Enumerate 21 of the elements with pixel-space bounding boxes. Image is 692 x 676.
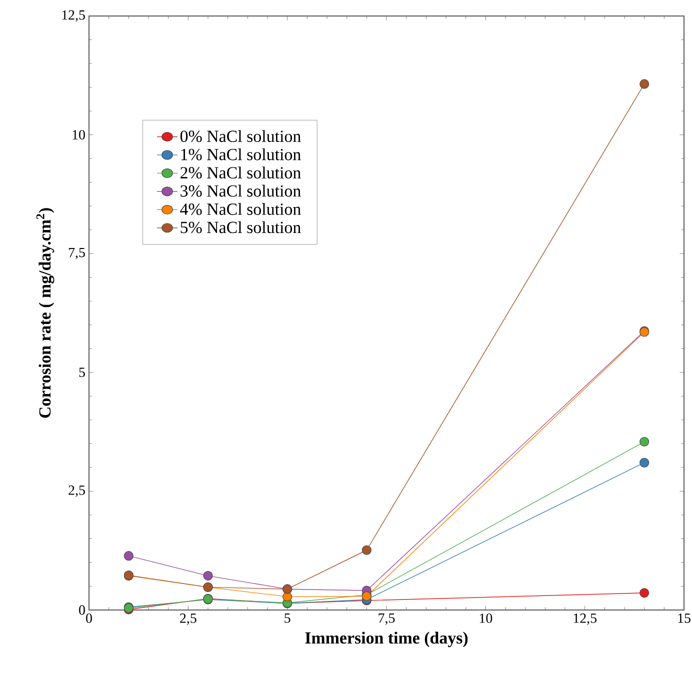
x-tick-label: 12,5 — [574, 614, 597, 625]
y-tick-label: 0 — [79, 605, 85, 615]
y-axis-title: Corrosion rate ( mg/day.cm$^{2}$) — [36, 208, 54, 418]
x-tick-label: 15 — [678, 614, 690, 623]
legend-label: 3% NaCl solution — [180, 184, 301, 197]
legend-label: 2% NaCl solution — [180, 166, 301, 179]
x-tick-label: 5 — [284, 614, 290, 623]
y-tick-label: 12,5 — [62, 10, 85, 22]
legend-label: 1% NaCl solution — [181, 148, 301, 160]
legend-label: 5% NaCl solution — [180, 221, 301, 234]
x-tick-label: 0 — [86, 614, 92, 623]
y-tick-label: 7,5 — [68, 248, 85, 260]
legend-label: 0% NaCl solution — [180, 130, 301, 142]
legend-label: 4% NaCl solution — [180, 203, 301, 215]
x-tick-label: 7,5 — [378, 614, 395, 625]
x-axis-title: Immersion time (days) — [305, 632, 468, 648]
x-tick-label: 2,5 — [180, 614, 196, 625]
y-tick-label: 10 — [72, 130, 85, 140]
x-tick-label: 10 — [480, 614, 492, 623]
y-tick-label: 5 — [79, 368, 85, 378]
y-tick-label: 2,5 — [68, 486, 85, 497]
